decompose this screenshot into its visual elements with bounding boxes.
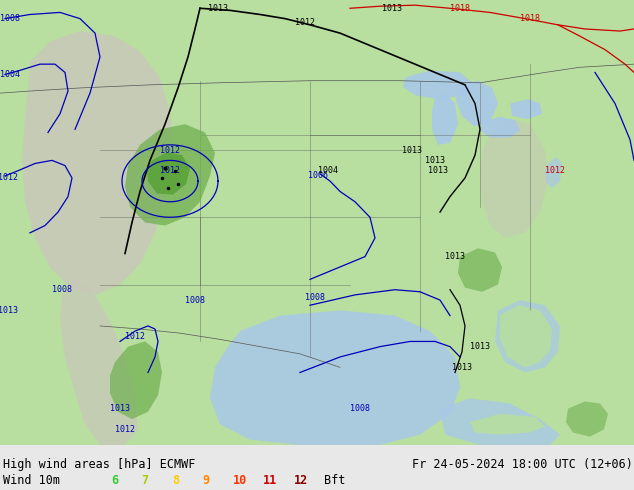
Text: 1013: 1013 [445,252,465,261]
Text: 6: 6 [111,473,118,487]
Text: 1006: 1006 [308,172,328,180]
Text: Fr 24-05-2024 18:00 UTC (12+06): Fr 24-05-2024 18:00 UTC (12+06) [412,458,633,470]
Polygon shape [566,401,608,437]
Polygon shape [403,71,475,99]
Text: 1018: 1018 [450,4,470,13]
Text: 1013: 1013 [0,306,18,315]
Text: 1012: 1012 [160,146,180,154]
Text: 1004: 1004 [0,70,20,79]
Text: 1004: 1004 [318,166,338,175]
Text: 1012: 1012 [295,18,315,27]
Text: 12: 12 [294,473,307,487]
Text: 7: 7 [141,473,148,487]
Polygon shape [210,310,460,445]
Text: 1013: 1013 [452,363,472,372]
Text: 1013: 1013 [470,342,490,351]
Text: 1013: 1013 [110,404,130,413]
Polygon shape [458,248,502,292]
Text: 8: 8 [172,473,179,487]
Text: 1013: 1013 [208,4,228,13]
Text: 1013: 1013 [425,156,445,165]
Text: 1012: 1012 [115,425,135,434]
Polygon shape [125,124,215,225]
Text: 1012: 1012 [160,166,180,175]
Text: 1012: 1012 [125,332,145,341]
Polygon shape [22,31,175,295]
Polygon shape [147,152,190,195]
Text: 10: 10 [233,473,247,487]
Polygon shape [495,300,560,372]
Text: 1008: 1008 [305,294,325,302]
Text: 1013: 1013 [402,146,422,154]
Polygon shape [456,81,498,126]
Text: 11: 11 [263,473,277,487]
Polygon shape [545,157,562,188]
Polygon shape [60,279,138,445]
Text: 9: 9 [202,473,209,487]
Text: 1008: 1008 [185,295,205,305]
Polygon shape [440,398,560,445]
Text: Wind 10m: Wind 10m [3,473,60,487]
Polygon shape [432,93,458,145]
Text: 1008: 1008 [350,404,370,413]
Polygon shape [510,99,542,119]
Polygon shape [500,305,552,368]
Polygon shape [480,117,520,138]
Text: Bft: Bft [324,473,346,487]
Text: 1008: 1008 [52,285,72,294]
Text: 1013: 1013 [428,166,448,175]
Text: 1013: 1013 [382,4,402,13]
Text: High wind areas [hPa] ECMWF: High wind areas [hPa] ECMWF [3,458,195,470]
Text: 1008: 1008 [0,14,20,23]
Text: 1012: 1012 [545,166,565,175]
Polygon shape [470,414,545,435]
Text: 1012: 1012 [0,173,18,182]
Polygon shape [480,119,548,238]
Polygon shape [110,342,162,419]
Text: 1018: 1018 [520,14,540,23]
